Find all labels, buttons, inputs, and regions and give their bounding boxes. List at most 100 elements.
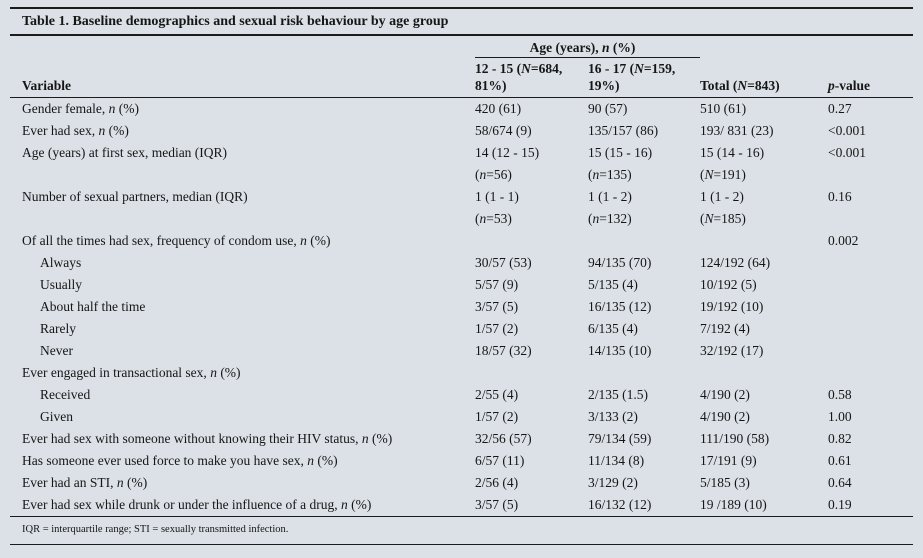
cell-p-value: 0.82 — [828, 431, 852, 446]
cell-age-12-15: 18/57 (32) — [475, 343, 532, 358]
col-header-line: 81%) — [475, 78, 507, 93]
cell-p-value — [828, 252, 913, 274]
cell-total — [700, 362, 828, 384]
cell-p-value: 0.27 — [828, 101, 852, 116]
cell-age-16-17: 90 (57) — [588, 101, 628, 116]
col-header-line: 16 - 17 (N=159, — [588, 61, 676, 76]
cell-p-value: 1.00 — [828, 409, 852, 424]
table-row: Ever had an STI, n (%) 2/56 (4) 3/129 (2) 5… — [10, 472, 913, 494]
cell-variable: Rarely — [40, 321, 76, 336]
cell-age-16-17: 94/135 (70) — [588, 255, 652, 270]
cell-age-16-17: 3/129 (2) — [588, 475, 638, 490]
table-body: Gender female, n (%) 420 (61) 90 (57) 510 (… — [10, 98, 913, 517]
table-row: Has someone ever used force to make you … — [10, 450, 913, 472]
cell-variable: Ever engaged in transactional sex, n (%) — [22, 365, 241, 380]
col-header-p-value: p-value — [828, 57, 913, 98]
cell-variable: Of all the times had sex, frequency of c… — [22, 233, 331, 248]
cell-p-value: 0.002 — [828, 233, 859, 248]
cell-age-16-17: 6/135 (4) — [588, 321, 638, 336]
cell-variable: Received — [40, 387, 91, 402]
cell-age-16-17: 16/132 (12) — [588, 497, 652, 512]
header-blank-cell — [828, 36, 913, 58]
cell-total: 19 /189 (10) — [700, 497, 767, 512]
table-row: Ever had sex with someone without knowin… — [10, 428, 913, 450]
cell-age-12-15: 1/57 (2) — [475, 321, 519, 336]
table-row: Age (years) at first sex, median (IQR) 14… — [10, 142, 913, 186]
cell-age-16-17 — [588, 230, 700, 252]
cell-age-12-15: 6/57 (11) — [475, 453, 525, 468]
table-row: Always 30/57 (53) 94/135 (70) 124/192 (64) — [10, 252, 913, 274]
table-row: Usually 5/57 (9) 5/135 (4) 10/192 (5) — [10, 274, 913, 296]
cell-total: 4/190 (2) — [700, 387, 750, 402]
cell-age-12-15: 1 (1 - 1) (n=53) — [475, 189, 519, 226]
cell-p-value: 0.16 — [828, 189, 852, 204]
cell-total: 193/ 831 (23) — [700, 123, 774, 138]
cell-p-value: <0.001 — [828, 123, 866, 138]
cell-variable: Always — [40, 255, 82, 270]
cell-age-16-17: 3/133 (2) — [588, 409, 638, 424]
cell-p-value: 0.58 — [828, 387, 852, 402]
cell-age-16-17: 79/134 (59) — [588, 431, 652, 446]
table-container: Table 1. Baseline demographics and sexua… — [10, 7, 913, 545]
table-row: About half the time 3/57 (5) 16/135 (12) 19… — [10, 296, 913, 318]
cell-age-16-17: 16/135 (12) — [588, 299, 652, 314]
cell-variable: Has someone ever used force to make you … — [22, 453, 338, 468]
cell-age-12-15: 1/57 (2) — [475, 409, 519, 424]
table-row: Of all the times had sex, frequency of c… — [10, 230, 913, 252]
demographics-table: Age (years), n (%) Variable 12 - 15 (N=6… — [10, 36, 913, 517]
table-row: Never 18/57 (32) 14/135 (10) 32/192 (17) — [10, 340, 913, 362]
table-footnote: IQR = interquartile range; STI = sexuall… — [10, 517, 913, 545]
table-row: Ever engaged in transactional sex, n (%) — [10, 362, 913, 384]
cell-variable: Never — [40, 343, 73, 358]
cell-variable: Usually — [40, 277, 82, 292]
cell-total: 19/192 (10) — [700, 299, 764, 314]
cell-age-16-17: 5/135 (4) — [588, 277, 638, 292]
col-header-line: 19%) — [588, 78, 620, 93]
cell-age-12-15: 5/57 (9) — [475, 277, 519, 292]
cell-variable: Number of sexual partners, median (IQR) — [22, 189, 248, 204]
cell-age-12-15: 2/56 (4) — [475, 475, 519, 490]
cell-total: 1 (1 - 2) (N=185) — [700, 189, 746, 226]
cell-p-value: <0.001 — [828, 145, 866, 160]
cell-variable: Gender female, n (%) — [22, 101, 139, 116]
cell-total: 17/191 (9) — [700, 453, 757, 468]
col-header-age-16-17: 16 - 17 (N=159, 19%) — [588, 57, 700, 98]
table-row: Rarely 1/57 (2) 6/135 (4) 7/192 (4) — [10, 318, 913, 340]
header-blank-cell — [10, 36, 475, 58]
table-row: Received 2/55 (4) 2/135 (1.5) 4/190 (2) 0.58 — [10, 384, 913, 406]
cell-p-value: 0.61 — [828, 453, 852, 468]
cell-age-16-17: 135/157 (86) — [588, 123, 659, 138]
cell-variable: Ever had sex while drunk or under the in… — [22, 497, 372, 512]
cell-p-value — [828, 362, 913, 384]
cell-total — [700, 230, 828, 252]
cell-age-16-17: 1 (1 - 2) (n=132) — [588, 189, 632, 226]
cell-total: 10/192 (5) — [700, 277, 757, 292]
cell-variable: Age (years) at first sex, median (IQR) — [22, 145, 228, 160]
header-blank-cell — [700, 36, 828, 58]
table-row: Gender female, n (%) 420 (61) 90 (57) 510 (… — [10, 98, 913, 121]
cell-age-16-17 — [588, 362, 700, 384]
cell-age-12-15 — [475, 230, 588, 252]
col-header-variable: Variable — [10, 57, 475, 98]
cell-total: 32/192 (17) — [700, 343, 764, 358]
cell-variable: Given — [40, 409, 73, 424]
cell-age-16-17: 2/135 (1.5) — [588, 387, 648, 402]
cell-p-value — [828, 274, 913, 296]
col-header-line: 12 - 15 (N=684, — [475, 61, 563, 76]
cell-total: 5/185 (3) — [700, 475, 750, 490]
cell-age-12-15: 3/57 (5) — [475, 497, 519, 512]
cell-age-16-17: 15 (15 - 16) (n=135) — [588, 145, 653, 182]
cell-p-value — [828, 296, 913, 318]
table-row: Number of sexual partners, median (IQR) 1… — [10, 186, 913, 230]
cell-age-12-15: 3/57 (5) — [475, 299, 519, 314]
header-group-row: Age (years), n (%) — [10, 36, 913, 58]
col-header-total: Total (N=843) — [700, 57, 828, 98]
cell-age-12-15: 58/674 (9) — [475, 123, 532, 138]
cell-total: 124/192 (64) — [700, 255, 771, 270]
col-header-age-12-15: 12 - 15 (N=684, 81%) — [475, 57, 588, 98]
cell-p-value: 0.64 — [828, 475, 852, 490]
cell-total: 7/192 (4) — [700, 321, 750, 336]
cell-total: 111/190 (58) — [700, 431, 770, 446]
cell-age-12-15: 32/56 (57) — [475, 431, 532, 446]
cell-p-value: 0.19 — [828, 497, 852, 512]
